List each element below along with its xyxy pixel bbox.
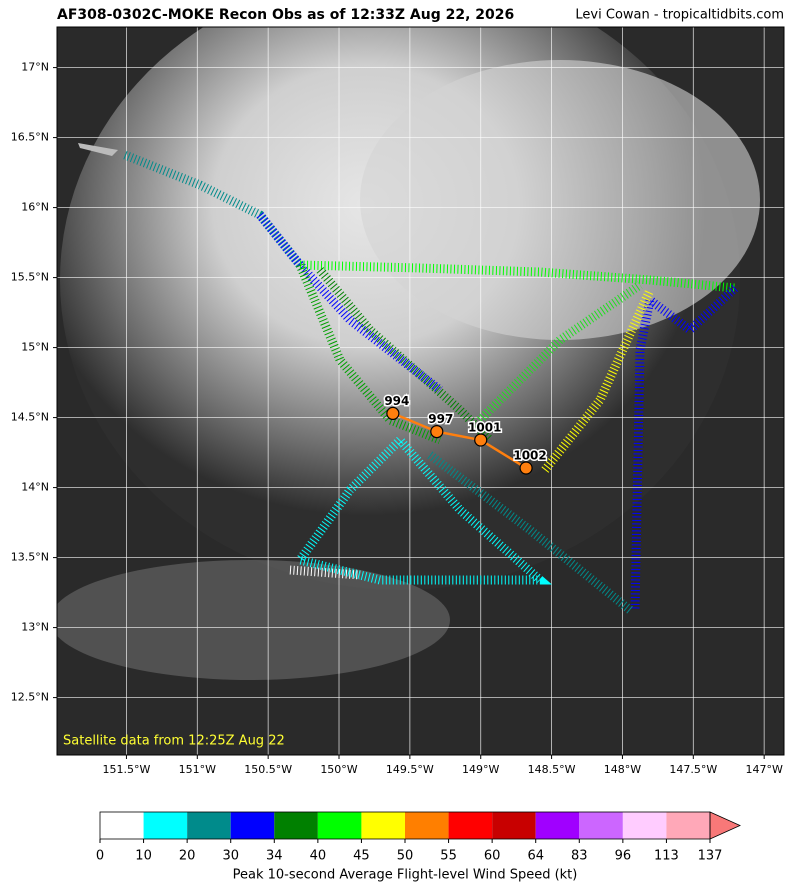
- obs-point: [386, 406, 400, 420]
- colorbar-segment: [492, 812, 536, 839]
- colorbar-segment: [187, 812, 231, 839]
- colorbar-tick-label: 60: [484, 849, 501, 864]
- x-tick-label: 148.5°W: [528, 763, 576, 776]
- obs-point: [519, 461, 533, 475]
- x-tick-label: 149.5°W: [386, 763, 434, 776]
- x-tick-label: 147°W: [745, 763, 782, 776]
- obs-connector: [392, 412, 527, 470]
- x-tick-label: 148°W: [604, 763, 641, 776]
- colorbar-tick-label: 83: [571, 849, 588, 864]
- aircraft-icon: [78, 143, 118, 156]
- colorbar-tick-label: 20: [179, 849, 196, 864]
- y-tick-label: 13.5°N: [11, 551, 49, 564]
- colorbar-tick-label: 0: [96, 849, 104, 864]
- colorbar-tick-label: 64: [527, 849, 544, 864]
- colorbar-segment: [448, 812, 493, 839]
- colorbar-extension: [709, 811, 741, 840]
- colorbar-segment: [100, 812, 144, 839]
- colorbar-tick-label: 137: [698, 849, 723, 864]
- colorbar-segment: [579, 812, 623, 839]
- colorbar-tick-label: 96: [615, 849, 632, 864]
- colorbar-segment: [361, 812, 405, 839]
- colorbar-segment: [405, 812, 449, 839]
- y-tick-label: 14.5°N: [11, 411, 49, 424]
- colorbar-segment: [143, 812, 188, 839]
- x-tick-label: 147.5°W: [669, 763, 717, 776]
- map-frame: [56, 26, 785, 756]
- y-tick-label: 15.5°N: [11, 271, 49, 284]
- obs-point: [430, 425, 444, 439]
- obs-pressure-label: 994: [384, 394, 409, 408]
- x-tick-label: 149°W: [462, 763, 499, 776]
- colorbar-segment: [317, 812, 362, 839]
- colorbar-tick-label: 50: [397, 849, 414, 864]
- x-tick-label: 150°W: [320, 763, 357, 776]
- colorbar-tick-label: 34: [266, 849, 283, 864]
- y-tick-label: 15°N: [21, 341, 49, 354]
- colorbar-tick-label: 40: [310, 849, 327, 864]
- title: AF308-0302C-MOKE Recon Obs as of 12:33Z …: [57, 7, 514, 23]
- y-tick-label: 12.5°N: [11, 691, 49, 704]
- flight-track: [123, 150, 739, 614]
- obs-pressure-label: 1001: [468, 421, 501, 435]
- obs-point: [474, 433, 488, 447]
- colorbar-segment: [274, 812, 318, 839]
- x-tick-label: 150.5°W: [244, 763, 292, 776]
- y-tick-label: 16°N: [21, 201, 49, 214]
- colorbar-tick-label: 45: [353, 849, 370, 864]
- y-tick-label: 17°N: [21, 61, 49, 74]
- colorbar-label: Peak 10-second Average Flight-level Wind…: [233, 868, 578, 883]
- obs-pressure-label: 997: [428, 412, 453, 426]
- colorbar-tick-label: 30: [222, 849, 239, 864]
- y-tick-label: 16.5°N: [11, 131, 49, 144]
- x-tick-label: 151.5°W: [103, 763, 151, 776]
- colorbar-tick-label: 10: [135, 849, 152, 864]
- satellite-image: [57, 27, 784, 755]
- colorbar-segment: [622, 812, 667, 839]
- credit: Levi Cowan - tropicaltidbits.com: [575, 8, 784, 23]
- x-tick-label: 151°W: [179, 763, 216, 776]
- colorbar-segment: [230, 812, 275, 839]
- satellite-note: Satellite data from 12:25Z Aug 22: [63, 734, 285, 749]
- y-tick-label: 14°N: [21, 481, 49, 494]
- colorbar-tick-label: 55: [440, 849, 457, 864]
- y-tick-label: 13°N: [21, 621, 49, 634]
- colorbar-tick-label: 113: [654, 849, 679, 864]
- obs-pressure-label: 1002: [513, 449, 546, 463]
- colorbar-segment: [666, 812, 710, 839]
- colorbar-segment: [535, 812, 580, 839]
